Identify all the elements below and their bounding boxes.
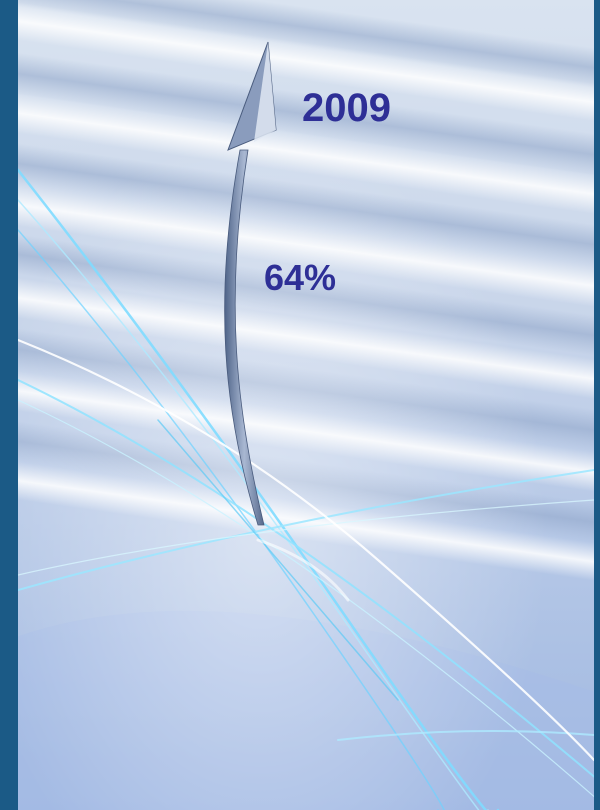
percent-label: 64% <box>264 257 337 298</box>
year-label: 2009 <box>302 86 391 130</box>
light-streaks <box>18 168 594 810</box>
curved-up-arrow-icon <box>224 41 277 526</box>
background-art <box>18 0 594 810</box>
background-panel: 2009 64% <box>18 0 594 810</box>
